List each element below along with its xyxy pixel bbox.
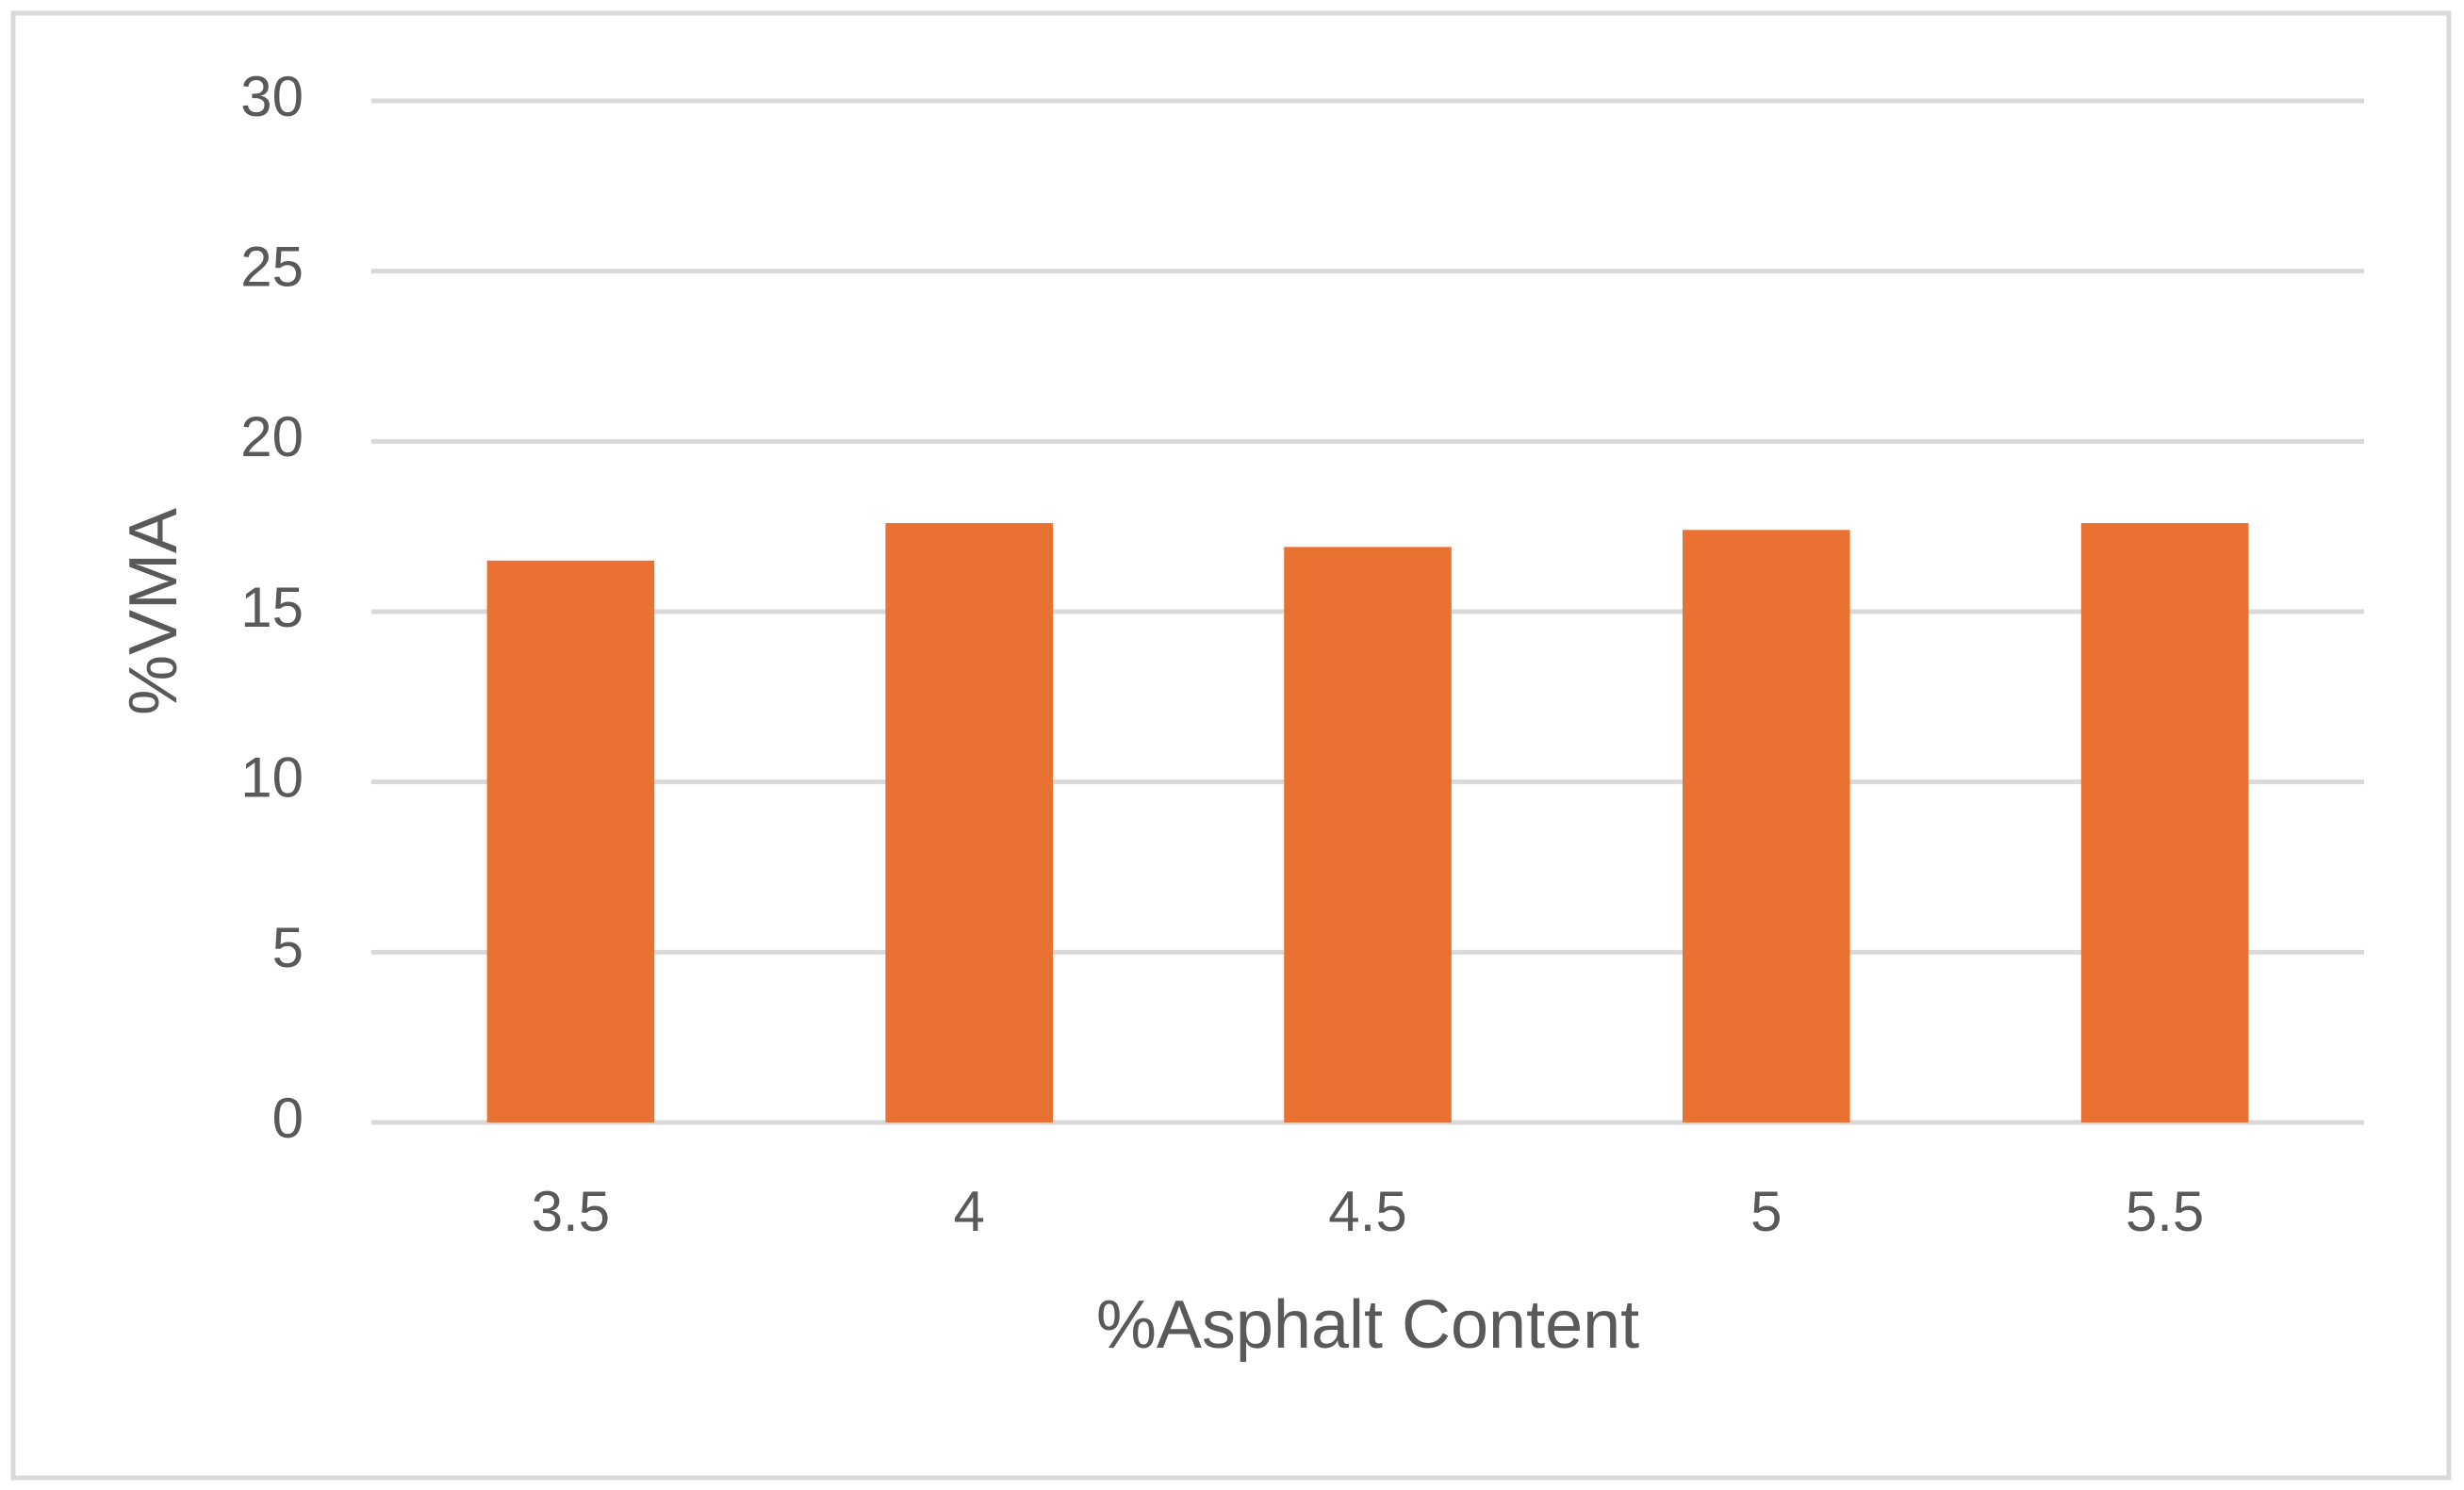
x-tick-label: 5 <box>1750 1180 1782 1243</box>
bar <box>2080 523 2249 1122</box>
bar <box>486 560 655 1122</box>
y-tick-label: 30 <box>240 65 304 128</box>
bar <box>1683 530 1850 1122</box>
chart-border <box>10 10 2452 1481</box>
bar <box>1284 547 1452 1122</box>
y-tick-label: 15 <box>240 576 304 639</box>
y-tick-label: 5 <box>272 916 304 979</box>
y-tick-label: 20 <box>240 405 304 468</box>
x-tick-label: 3.5 <box>532 1180 610 1243</box>
y-tick-label: 25 <box>240 236 304 299</box>
x-tick-label: 4.5 <box>1328 1180 1406 1243</box>
y-axis-title: %VMA <box>116 508 191 715</box>
x-axis-title: %Asphalt Content <box>1096 1287 1639 1363</box>
bar <box>885 523 1053 1122</box>
y-tick-label: 10 <box>240 746 304 810</box>
y-tick-label: 0 <box>272 1087 304 1150</box>
x-tick-label: 4 <box>954 1180 985 1243</box>
x-tick-label: 5.5 <box>2126 1180 2204 1243</box>
